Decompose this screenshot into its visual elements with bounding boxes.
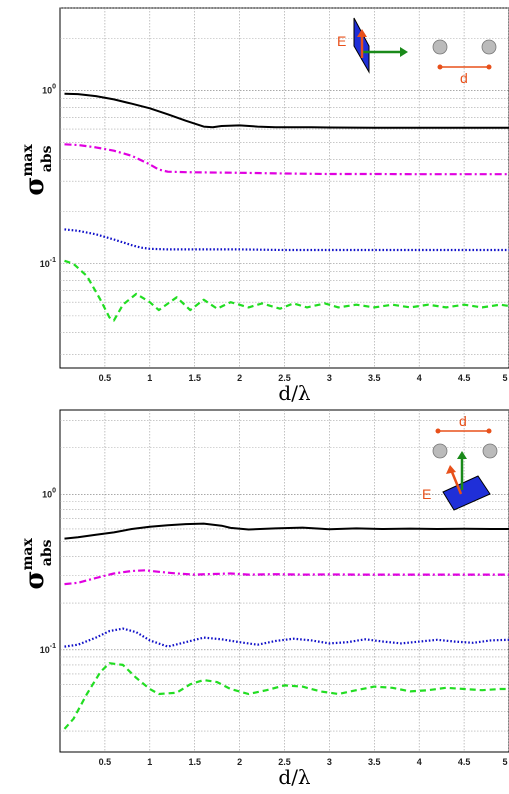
series-line-3 bbox=[64, 627, 509, 648]
y-tick-label: 10-1 bbox=[40, 257, 56, 269]
x-tick-label: 2 bbox=[237, 373, 242, 383]
distance-end-right bbox=[486, 428, 492, 434]
distance-end-right bbox=[486, 64, 492, 70]
x-tick-label: 4 bbox=[417, 373, 422, 383]
distance-label: d bbox=[459, 413, 467, 429]
series-line-2 bbox=[64, 569, 509, 586]
distance-end-left bbox=[437, 64, 443, 70]
x-tick-label: 4.5 bbox=[458, 757, 471, 767]
x-tick-label: 1.5 bbox=[188, 373, 201, 383]
x-tick-label: 2.5 bbox=[278, 757, 291, 767]
x-tick-label: 3.5 bbox=[368, 757, 381, 767]
propagation-arrowhead bbox=[457, 451, 467, 459]
y-axis-label: σmax abs bbox=[20, 144, 55, 196]
x-tick-label: 2.5 bbox=[278, 373, 291, 383]
distance-label: d bbox=[460, 70, 468, 86]
series-line-3 bbox=[64, 228, 509, 252]
series-line-4 bbox=[63, 662, 509, 730]
particle-left bbox=[432, 39, 448, 55]
x-tick-label: 0.5 bbox=[99, 757, 112, 767]
x-tick-label: 1 bbox=[147, 757, 152, 767]
x-tick-label: 5 bbox=[502, 757, 507, 767]
x-tick-label: 3 bbox=[327, 757, 332, 767]
x-tick-label: 4 bbox=[417, 757, 422, 767]
series-line-2 bbox=[64, 143, 509, 176]
particle-left bbox=[432, 443, 448, 459]
series-line-4 bbox=[64, 259, 509, 322]
x-tick-label: 2 bbox=[237, 757, 242, 767]
series-line-1 bbox=[64, 92, 509, 129]
x-tick-label: 3 bbox=[327, 373, 332, 383]
y-tick-label: 100 bbox=[42, 488, 56, 500]
x-tick-label: 5 bbox=[502, 373, 507, 383]
x-tick-label: 3.5 bbox=[368, 373, 381, 383]
field-arrowhead bbox=[446, 465, 456, 474]
x-tick-label: 1.5 bbox=[188, 757, 201, 767]
series-line-1 bbox=[64, 522, 509, 540]
particle-right bbox=[481, 39, 497, 55]
field-arrow bbox=[450, 471, 463, 495]
x-tick-label: 0.5 bbox=[99, 373, 112, 383]
x-axis-label: d/λ bbox=[278, 765, 311, 789]
field-plane bbox=[442, 475, 491, 511]
inset-schematic: dE bbox=[422, 413, 498, 511]
x-tick-label: 4.5 bbox=[458, 373, 471, 383]
field-label: E bbox=[337, 33, 346, 49]
distance-end-left bbox=[435, 428, 441, 434]
chart-panel-1: 0.5 1 1.5 2 2.5 3 3.5 4 4.5 5 100 10-1 σmax abs d/λ Ed bbox=[20, 7, 509, 405]
field-arrowhead bbox=[357, 29, 367, 37]
field-label: E bbox=[422, 486, 431, 502]
inset-schematic: Ed bbox=[337, 17, 497, 86]
y-tick-label: 100 bbox=[42, 84, 56, 96]
y-tick-label: 10-1 bbox=[40, 643, 56, 655]
particle-right bbox=[482, 443, 498, 459]
y-axis-label: σmax abs bbox=[20, 538, 55, 590]
x-tick-label: 1 bbox=[147, 373, 152, 383]
propagation-arrowhead bbox=[400, 47, 408, 57]
x-axis-label: d/λ bbox=[278, 381, 311, 405]
